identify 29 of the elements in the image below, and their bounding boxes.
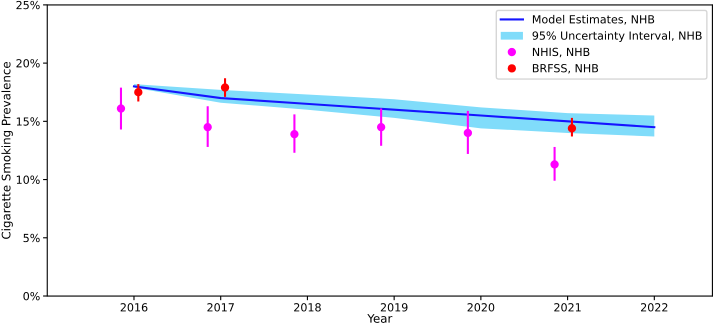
y-tick-label: 10% [16,176,40,184]
legend-label: 95% Uncertainty Interval, NHB [532,31,702,42]
point [204,122,212,132]
x-tick-label: 2019 [380,303,408,312]
x-tick-label: 2017 [207,303,234,312]
point [376,122,386,132]
point [568,124,576,132]
y-tick-label: 5% [24,234,40,242]
x-tick-label: 2016 [120,303,148,312]
point [134,88,142,96]
y-tick-label: 20% [16,59,40,68]
x-tick-label: 2021 [554,303,581,312]
x-tick-label: 2018 [294,303,321,312]
legend-label: NHIS, NHB [532,48,590,58]
y-tick-label: 25% [16,0,40,10]
y-axis-title: Cigarette Smoking Prevalence [1,62,13,239]
legend-label: BRFSS, NHB [532,64,598,74]
point [220,83,230,92]
line-series [132,85,656,128]
legend-label: Model Estimates, NHB [532,14,654,25]
x-tick-label: 2020 [468,303,494,312]
x-axis-title: Year [367,314,392,323]
y-tick-label: 15% [16,117,40,126]
x-tick-label: 2022 [640,303,668,312]
point [464,128,472,138]
point [116,104,126,113]
point [550,160,559,169]
point [290,130,299,138]
y-tick-label: 0% [23,292,40,300]
